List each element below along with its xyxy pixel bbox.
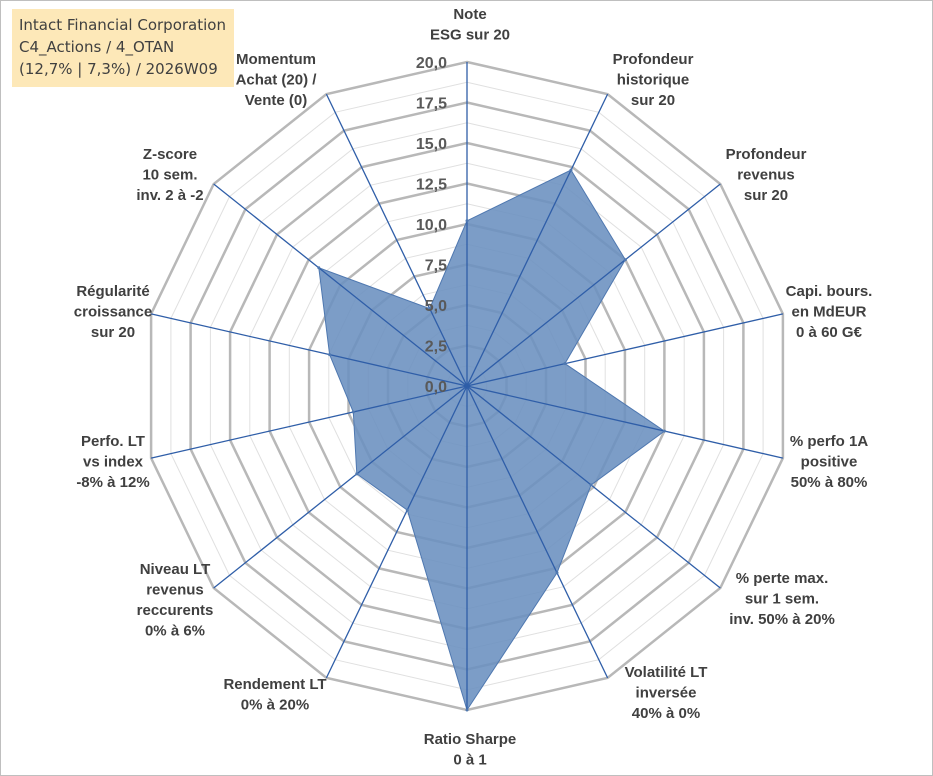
spoke-line bbox=[213, 183, 468, 387]
spoke-line bbox=[325, 93, 468, 387]
tick-label: 7,5 bbox=[425, 258, 447, 275]
spokes bbox=[150, 62, 784, 710]
spoke-line bbox=[213, 385, 468, 589]
data-point bbox=[317, 266, 321, 270]
spoke-line bbox=[466, 385, 784, 459]
data-point bbox=[555, 571, 559, 575]
data-points bbox=[317, 168, 666, 712]
tick-label: 12,5 bbox=[416, 177, 447, 194]
data-point bbox=[328, 353, 332, 357]
spoke-line bbox=[150, 385, 468, 459]
spoke-line bbox=[466, 93, 609, 387]
spoke-line bbox=[150, 313, 468, 387]
data-point bbox=[589, 483, 593, 487]
spoke-line bbox=[466, 385, 721, 589]
category-label: Momentum Achat (20) / Vente (0) bbox=[236, 51, 318, 109]
tick-label: 15,0 bbox=[416, 136, 447, 153]
tick-label: 10,0 bbox=[416, 217, 447, 234]
category-label: Ratio Sharpe 0 à 1 bbox=[424, 731, 517, 769]
spoke-line bbox=[466, 183, 721, 387]
data-point bbox=[465, 708, 469, 712]
category-label: Profondeur revenus sur 20 bbox=[726, 146, 807, 204]
info-box: Intact Financial Corporation C4_Actions … bbox=[12, 9, 234, 87]
performance-week: (12,7% | 7,3%) / 2026W09 bbox=[19, 60, 218, 78]
category-label: Volatilité LT inversée 40% à 0% bbox=[625, 664, 708, 722]
tick-label: 2,5 bbox=[425, 339, 447, 356]
category-label: Profondeur historique sur 20 bbox=[613, 51, 694, 109]
data-point bbox=[623, 258, 627, 262]
category-label: Niveau LT revenus reccurents 0% à 6% bbox=[137, 561, 214, 640]
data-point bbox=[355, 472, 359, 476]
category-label: Régularité croissance sur 20 bbox=[74, 283, 152, 341]
data-point bbox=[465, 219, 469, 223]
tick-label: 20,0 bbox=[416, 55, 447, 72]
category-labels: Note ESG sur 20 Profondeur historique sur 20… bbox=[74, 6, 873, 769]
data-point bbox=[662, 429, 666, 433]
company-name: Intact Financial Corporation bbox=[19, 16, 226, 34]
data-point bbox=[351, 410, 355, 414]
category-label: Perfo. LT vs index -8% à 12% bbox=[76, 433, 149, 491]
category-label: Capi. bours. en MdEUR 0 à 60 G€ bbox=[786, 283, 873, 341]
data-point bbox=[428, 307, 432, 311]
data-point bbox=[569, 168, 573, 172]
data-point bbox=[405, 508, 409, 512]
category-label: Z-score 10 sem. inv. 2 à -2 bbox=[136, 146, 203, 204]
data-point bbox=[563, 362, 567, 366]
category-label: Rendement LT 0% à 20% bbox=[223, 676, 326, 714]
category-label: % perte max. sur 1 sem. inv. 50% à 20% bbox=[729, 570, 835, 628]
tick-label: 0,0 bbox=[425, 379, 447, 396]
tick-labels: 0,0 2,5 5,0 7,5 10,0 12,5 15,0 17,5 20,0 bbox=[416, 55, 447, 396]
spoke-line bbox=[325, 385, 468, 679]
category-label: Note ESG sur 20 bbox=[430, 6, 510, 44]
spoke-line bbox=[466, 385, 609, 679]
tick-label: 5,0 bbox=[425, 298, 447, 315]
data-series-area bbox=[318, 169, 666, 712]
spoke-line bbox=[466, 313, 784, 387]
tick-label: 17,5 bbox=[416, 96, 447, 113]
portfolio-label: C4_Actions / 4_OTAN bbox=[19, 38, 175, 56]
category-label: % perfo 1A positive 50% à 80% bbox=[790, 433, 869, 491]
